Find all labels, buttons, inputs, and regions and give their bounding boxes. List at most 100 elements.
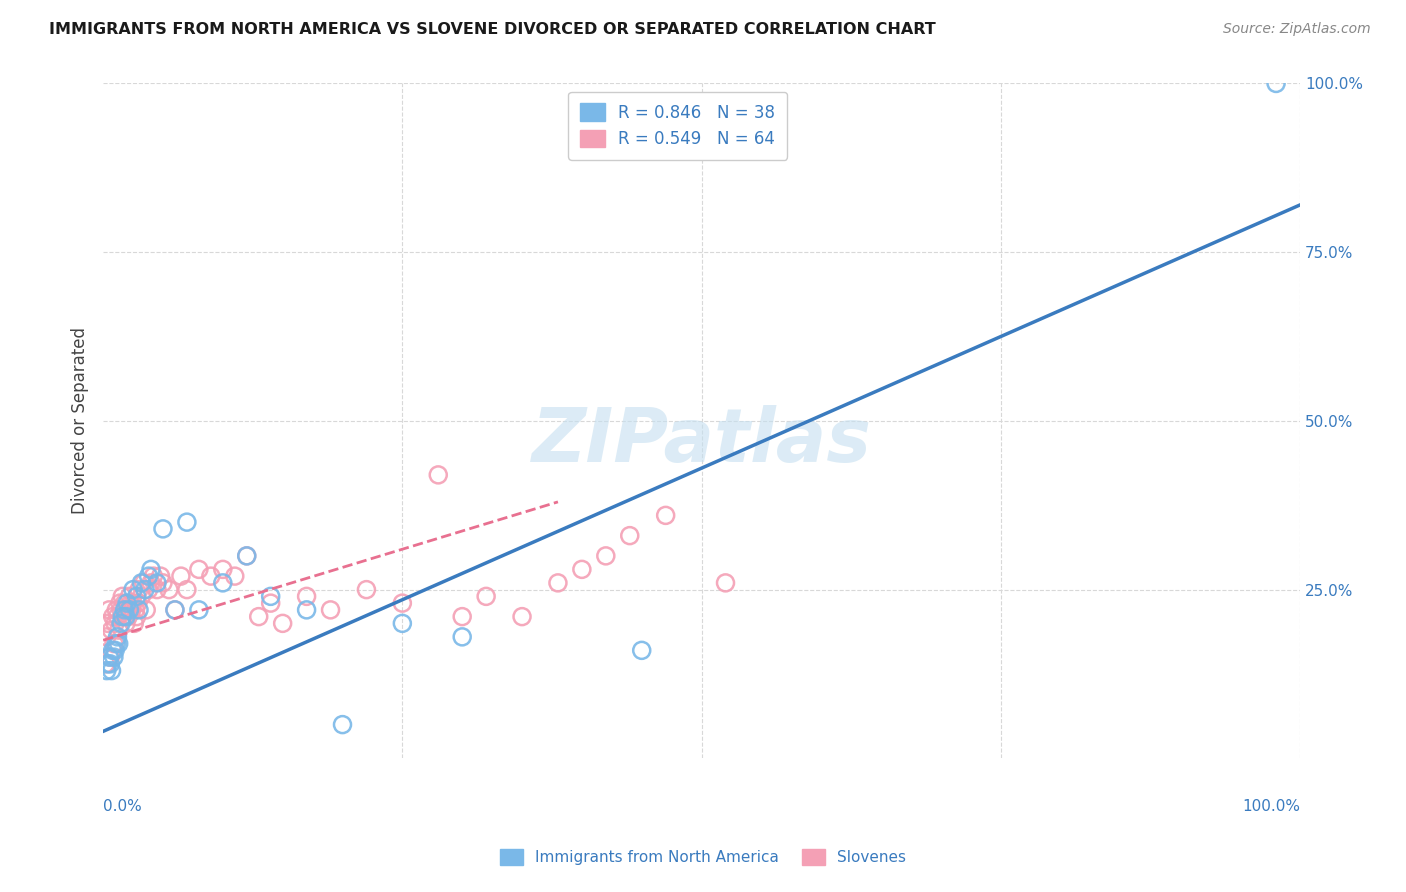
Point xyxy=(98,603,121,617)
Point xyxy=(630,643,652,657)
Point xyxy=(163,603,186,617)
Point xyxy=(451,609,474,624)
Point xyxy=(138,582,160,597)
Point xyxy=(97,616,120,631)
Point xyxy=(236,549,259,563)
Point xyxy=(107,630,129,644)
Point xyxy=(114,603,136,617)
Point xyxy=(115,609,138,624)
Point xyxy=(224,569,246,583)
Point xyxy=(391,596,413,610)
Point xyxy=(122,582,145,597)
Point xyxy=(97,657,120,671)
Text: Source: ZipAtlas.com: Source: ZipAtlas.com xyxy=(1223,22,1371,37)
Point xyxy=(128,582,150,597)
Point xyxy=(105,637,128,651)
Point xyxy=(100,623,122,637)
Point xyxy=(1265,77,1288,91)
Point xyxy=(107,623,129,637)
Point xyxy=(120,596,142,610)
Text: 100.0%: 100.0% xyxy=(1241,799,1301,814)
Text: ZIPatlas: ZIPatlas xyxy=(531,405,872,477)
Point xyxy=(595,549,617,563)
Point xyxy=(107,637,129,651)
Point xyxy=(115,596,138,610)
Point xyxy=(714,575,737,590)
Point xyxy=(619,528,641,542)
Point xyxy=(200,569,222,583)
Point xyxy=(654,508,676,523)
Text: IMMIGRANTS FROM NORTH AMERICA VS SLOVENE DIVORCED OR SEPARATED CORRELATION CHART: IMMIGRANTS FROM NORTH AMERICA VS SLOVENE… xyxy=(49,22,936,37)
Point xyxy=(115,603,138,617)
Point xyxy=(332,717,354,731)
Point xyxy=(295,590,318,604)
Point xyxy=(121,603,143,617)
Point xyxy=(451,630,474,644)
Point xyxy=(108,596,131,610)
Point xyxy=(571,562,593,576)
Point xyxy=(187,562,209,576)
Point xyxy=(163,603,186,617)
Point xyxy=(134,582,156,597)
Point xyxy=(115,616,138,631)
Point xyxy=(128,603,150,617)
Y-axis label: Divorced or Separated: Divorced or Separated xyxy=(72,327,89,515)
Point xyxy=(170,569,193,583)
Point xyxy=(127,596,149,610)
Point xyxy=(125,609,148,624)
Point xyxy=(391,616,413,631)
Point xyxy=(101,609,124,624)
Point xyxy=(111,609,134,624)
Point xyxy=(176,582,198,597)
Point xyxy=(98,657,121,671)
Point xyxy=(157,582,180,597)
Point xyxy=(247,609,270,624)
Point xyxy=(117,609,139,624)
Point xyxy=(124,603,146,617)
Point xyxy=(105,603,128,617)
Point xyxy=(118,603,141,617)
Point xyxy=(111,590,134,604)
Legend: R = 0.846   N = 38, R = 0.549   N = 64: R = 0.846 N = 38, R = 0.549 N = 64 xyxy=(568,92,787,160)
Text: 0.0%: 0.0% xyxy=(103,799,142,814)
Point xyxy=(98,650,121,665)
Point xyxy=(112,609,135,624)
Point xyxy=(260,596,283,610)
Point xyxy=(131,575,153,590)
Point xyxy=(427,467,450,482)
Point xyxy=(122,596,145,610)
Point xyxy=(107,609,129,624)
Point xyxy=(260,590,283,604)
Point xyxy=(96,630,118,644)
Point xyxy=(104,616,127,631)
Point xyxy=(138,569,160,583)
Point xyxy=(125,590,148,604)
Point xyxy=(211,575,233,590)
Point xyxy=(132,575,155,590)
Point xyxy=(475,590,498,604)
Point xyxy=(98,650,121,665)
Point xyxy=(114,596,136,610)
Point xyxy=(187,603,209,617)
Point xyxy=(236,549,259,563)
Point xyxy=(356,582,378,597)
Point xyxy=(176,515,198,529)
Point xyxy=(118,590,141,604)
Point xyxy=(96,664,118,678)
Point xyxy=(146,575,169,590)
Point xyxy=(295,603,318,617)
Point xyxy=(510,609,533,624)
Point xyxy=(142,569,165,583)
Point xyxy=(104,643,127,657)
Point xyxy=(547,575,569,590)
Point xyxy=(101,643,124,657)
Point xyxy=(152,522,174,536)
Point xyxy=(211,562,233,576)
Point xyxy=(100,664,122,678)
Point xyxy=(103,637,125,651)
Point xyxy=(271,616,294,631)
Legend: Immigrants from North America, Slovenes: Immigrants from North America, Slovenes xyxy=(494,843,912,871)
Point xyxy=(139,575,162,590)
Point xyxy=(110,603,132,617)
Point xyxy=(122,616,145,631)
